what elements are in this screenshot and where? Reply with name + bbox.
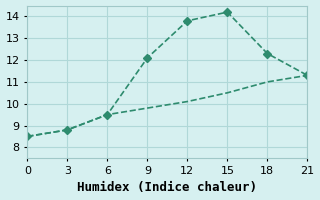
X-axis label: Humidex (Indice chaleur): Humidex (Indice chaleur)	[77, 181, 257, 194]
